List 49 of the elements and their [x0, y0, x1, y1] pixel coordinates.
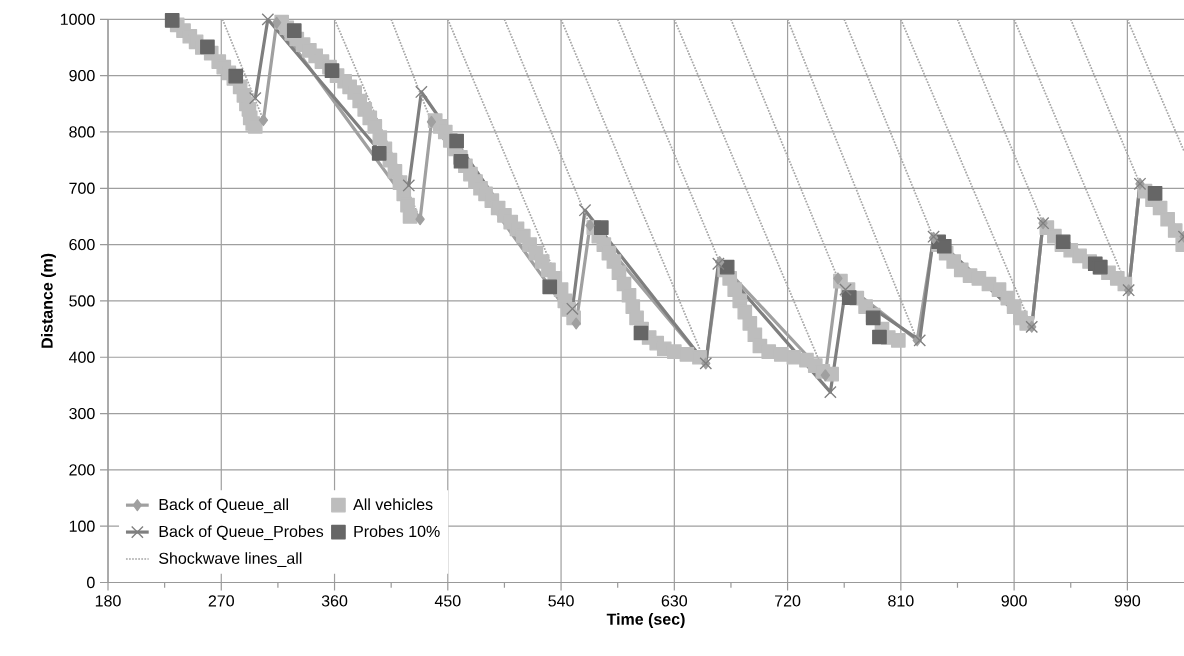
- legend-label: Probes 10%: [354, 525, 440, 538]
- point: [841, 290, 857, 305]
- point: [449, 133, 464, 149]
- x-tick-label: 450: [434, 595, 461, 607]
- y-axis-title: Distance (m): [40, 253, 56, 348]
- point: [261, 13, 275, 26]
- point: [585, 219, 595, 232]
- point: [453, 153, 469, 169]
- y-tick-label: 300: [69, 407, 95, 420]
- point: [324, 63, 340, 78]
- point: [371, 146, 387, 161]
- x-tick-label: 540: [548, 595, 574, 607]
- x-axis-title: Time (sec): [606, 613, 685, 628]
- point: [594, 220, 609, 236]
- y-tick-label: 200: [69, 464, 95, 476]
- point: [872, 329, 887, 345]
- legend-label: Shockwave lines_all: [159, 552, 302, 567]
- y-tick-label: 100: [69, 520, 95, 532]
- legend-label: Back of Queue_Probes: [159, 525, 324, 541]
- point: [200, 39, 215, 55]
- x-tick-label: 270: [208, 595, 234, 607]
- y-tick-label: 600: [69, 238, 95, 251]
- x-tick-label: 990: [1114, 595, 1141, 607]
- x-tick-label: 630: [661, 595, 688, 607]
- point: [633, 325, 649, 341]
- legend-label: Back of Queue_all: [159, 498, 288, 514]
- x-tick-label: 900: [1001, 595, 1027, 607]
- point: [578, 203, 592, 217]
- point: [248, 91, 262, 105]
- x-tick-label: 360: [321, 595, 348, 607]
- y-tick-label: 700: [69, 182, 95, 194]
- point: [913, 334, 927, 347]
- point: [258, 114, 269, 127]
- point: [1147, 186, 1163, 201]
- point: [936, 238, 952, 254]
- y-tick-label: 900: [69, 69, 95, 82]
- y-tick-label: 1000: [60, 13, 95, 25]
- y-tick-label: 400: [68, 351, 95, 363]
- legend-label: All vehicles: [353, 498, 433, 511]
- point: [415, 85, 428, 99]
- x-tick-label: 720: [775, 595, 801, 607]
- point: [164, 13, 180, 28]
- y-tick-label: 0: [87, 576, 95, 589]
- x-tick-label: 180: [95, 595, 121, 607]
- point: [271, 16, 282, 29]
- point: [824, 385, 837, 399]
- y-tick-label: 800: [69, 126, 95, 138]
- y-tick-label: 500: [69, 295, 95, 307]
- x-tick-label: 810: [888, 595, 914, 607]
